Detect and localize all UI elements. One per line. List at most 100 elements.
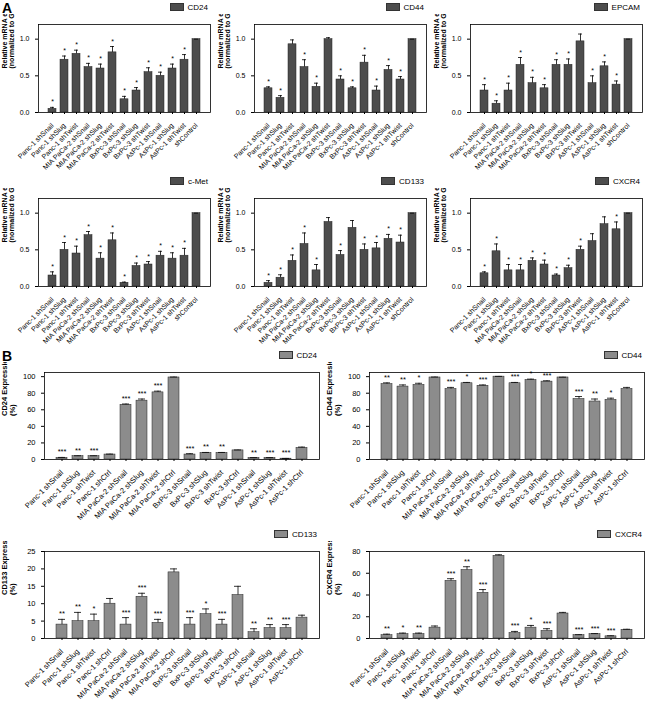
svg-text:MIA PaCa-2 shSnail: MIA PaCa-2 shSnail bbox=[258, 121, 308, 171]
svg-text:0.0: 0.0 bbox=[452, 109, 462, 116]
svg-text:***: *** bbox=[90, 446, 99, 455]
svg-text:1.0: 1.0 bbox=[452, 35, 462, 42]
svg-text:60: 60 bbox=[352, 405, 360, 414]
svg-text:***: *** bbox=[591, 624, 600, 633]
svg-text:*: * bbox=[555, 265, 558, 272]
svg-text:1.0: 1.0 bbox=[236, 209, 246, 216]
svg-text:0.5: 0.5 bbox=[452, 72, 462, 79]
svg-text:*: * bbox=[303, 51, 306, 58]
svg-text:*: * bbox=[63, 234, 66, 241]
svg-text:***: *** bbox=[511, 372, 520, 381]
svg-text:shControl: shControl bbox=[173, 295, 199, 321]
svg-text:**: ** bbox=[384, 624, 390, 633]
svg-text:***: *** bbox=[479, 375, 488, 384]
svg-text:Relative mRNA expression(norma: Relative mRNA expression(normalized to G… bbox=[1, 14, 16, 69]
svg-text:10: 10 bbox=[27, 599, 35, 608]
svg-text:*: * bbox=[75, 41, 78, 48]
svg-text:*: * bbox=[75, 237, 78, 244]
svg-text:**: ** bbox=[400, 375, 406, 384]
svg-text:*: * bbox=[466, 372, 469, 381]
svg-text:0.5: 0.5 bbox=[236, 246, 246, 253]
svg-text:*: * bbox=[159, 242, 162, 249]
svg-text:5: 5 bbox=[31, 617, 35, 626]
svg-text:*: * bbox=[543, 251, 546, 258]
svg-text:0.0: 0.0 bbox=[20, 283, 30, 290]
svg-text:**: ** bbox=[416, 623, 422, 632]
svg-text:**: ** bbox=[219, 442, 225, 451]
svg-text:AsPc-1 shCtrl: AsPc-1 shCtrl bbox=[266, 647, 305, 686]
svg-text:*: * bbox=[183, 239, 186, 246]
svg-text:*: * bbox=[567, 256, 570, 263]
svg-text:20: 20 bbox=[27, 564, 35, 573]
svg-text:**: ** bbox=[267, 615, 273, 624]
svg-text:**: ** bbox=[59, 609, 65, 618]
svg-text:25: 25 bbox=[27, 547, 35, 556]
svg-text:0: 0 bbox=[356, 455, 360, 464]
svg-text:MIA PaCa-2 shTwist: MIA PaCa-2 shTwist bbox=[281, 296, 331, 346]
svg-text:MIA PaCa-2 shSnail: MIA PaCa-2 shSnail bbox=[42, 295, 92, 345]
svg-text:***: *** bbox=[282, 615, 291, 624]
svg-text:*: * bbox=[87, 54, 90, 61]
svg-text:80: 80 bbox=[352, 389, 360, 398]
svg-text:*: * bbox=[123, 273, 126, 280]
svg-text:20: 20 bbox=[352, 438, 360, 447]
svg-text:***: *** bbox=[58, 447, 67, 456]
svg-text:*: * bbox=[99, 55, 102, 62]
svg-text:0.5: 0.5 bbox=[20, 72, 30, 79]
svg-text:MIA PaCa-2 shSnail: MIA PaCa-2 shSnail bbox=[474, 295, 524, 345]
svg-text:***: *** bbox=[218, 609, 227, 618]
svg-text:*: * bbox=[399, 68, 402, 75]
svg-text:*: * bbox=[279, 266, 282, 273]
svg-text:1.0: 1.0 bbox=[452, 209, 462, 216]
svg-text:0: 0 bbox=[31, 455, 35, 464]
svg-text:0: 0 bbox=[356, 634, 360, 643]
svg-text:*: * bbox=[591, 67, 594, 74]
svg-text:***: *** bbox=[607, 626, 616, 635]
svg-text:CD44 Expression(%): CD44 Expression(%) bbox=[325, 362, 342, 416]
svg-text:*: * bbox=[93, 604, 96, 613]
svg-text:*: * bbox=[135, 254, 138, 261]
svg-text:MIA PaCa-2 shSnail: MIA PaCa-2 shSnail bbox=[258, 295, 308, 345]
svg-text:*: * bbox=[387, 57, 390, 64]
svg-text:40: 40 bbox=[27, 422, 35, 431]
svg-text:20: 20 bbox=[27, 438, 35, 447]
svg-text:*: * bbox=[519, 256, 522, 263]
svg-text:CD24 Expression(%): CD24 Expression(%) bbox=[0, 362, 17, 416]
svg-text:*: * bbox=[483, 263, 486, 270]
svg-text:*: * bbox=[111, 38, 114, 45]
svg-text:***: *** bbox=[122, 608, 131, 617]
svg-text:1.0: 1.0 bbox=[236, 35, 246, 42]
svg-text:*: * bbox=[603, 53, 606, 60]
svg-text:Relative mRNA expression(norma: Relative mRNA expression(normalized to G… bbox=[217, 188, 232, 243]
svg-text:***: *** bbox=[479, 580, 488, 589]
svg-text:*: * bbox=[123, 87, 126, 94]
svg-text:CXCR4 Expression(%): CXCR4 Expression(%) bbox=[325, 541, 342, 595]
svg-text:100: 100 bbox=[23, 372, 36, 381]
svg-text:*: * bbox=[530, 369, 533, 378]
svg-text:*: * bbox=[51, 98, 54, 105]
svg-text:***: *** bbox=[154, 381, 163, 390]
svg-text:*: * bbox=[610, 388, 613, 397]
svg-text:*: * bbox=[99, 244, 102, 251]
svg-text:*: * bbox=[579, 237, 582, 244]
svg-text:*: * bbox=[63, 47, 66, 54]
svg-text:100: 100 bbox=[348, 372, 361, 381]
svg-text:0: 0 bbox=[31, 634, 35, 643]
svg-text:MIA PaCa-2 shTwist: MIA PaCa-2 shTwist bbox=[281, 122, 331, 172]
svg-text:80: 80 bbox=[352, 547, 360, 556]
svg-text:*: * bbox=[375, 234, 378, 241]
svg-text:*: * bbox=[339, 67, 342, 74]
svg-text:1.0: 1.0 bbox=[20, 35, 30, 42]
svg-text:0.0: 0.0 bbox=[452, 283, 462, 290]
svg-text:*: * bbox=[363, 46, 366, 53]
svg-text:MIA PaCa-2 shTwist: MIA PaCa-2 shTwist bbox=[497, 122, 547, 172]
svg-text:0.0: 0.0 bbox=[20, 109, 30, 116]
svg-text:0.5: 0.5 bbox=[452, 246, 462, 253]
svg-text:**: ** bbox=[75, 446, 81, 455]
svg-text:*: * bbox=[111, 224, 114, 231]
svg-text:*: * bbox=[171, 244, 174, 251]
svg-text:**: ** bbox=[75, 602, 81, 611]
svg-text:MIA PaCa-2 shSnail: MIA PaCa-2 shSnail bbox=[42, 121, 92, 171]
svg-text:MIA PaCa-2 shTwist: MIA PaCa-2 shTwist bbox=[65, 122, 115, 172]
svg-text:**: ** bbox=[203, 442, 209, 451]
